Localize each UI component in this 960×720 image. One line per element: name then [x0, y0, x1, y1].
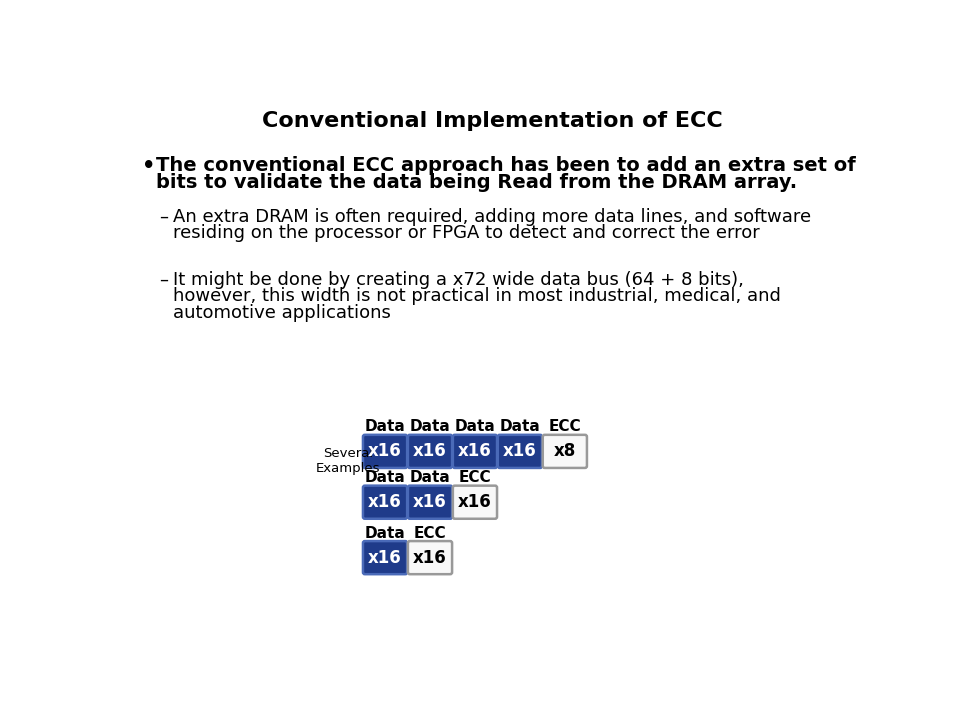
- FancyBboxPatch shape: [363, 486, 407, 518]
- Text: –: –: [158, 208, 168, 226]
- FancyBboxPatch shape: [453, 486, 497, 518]
- Text: ECC: ECC: [459, 470, 492, 485]
- FancyBboxPatch shape: [408, 486, 452, 518]
- FancyBboxPatch shape: [542, 435, 587, 468]
- Text: x16: x16: [413, 493, 446, 511]
- Text: It might be done by creating a x72 wide data bus (64 + 8 bits),: It might be done by creating a x72 wide …: [173, 271, 744, 289]
- FancyBboxPatch shape: [408, 541, 452, 574]
- Text: Data: Data: [410, 420, 450, 434]
- FancyBboxPatch shape: [498, 435, 542, 468]
- FancyBboxPatch shape: [363, 541, 407, 574]
- Text: x8: x8: [554, 442, 576, 460]
- Text: x16: x16: [413, 442, 446, 460]
- Text: Data: Data: [365, 470, 405, 485]
- Text: The conventional ECC approach has been to add an extra set of: The conventional ECC approach has been t…: [156, 156, 855, 175]
- Text: •: •: [142, 156, 156, 176]
- Text: Several
Examples: Several Examples: [316, 447, 380, 475]
- Text: ECC: ECC: [414, 526, 446, 541]
- Text: residing on the processor or FPGA to detect and correct the error: residing on the processor or FPGA to det…: [173, 224, 759, 242]
- Text: bits to validate the data being Read from the DRAM array.: bits to validate the data being Read fro…: [156, 174, 797, 192]
- Text: x16: x16: [369, 549, 402, 567]
- Text: Data: Data: [365, 526, 405, 541]
- Text: Data: Data: [410, 470, 450, 485]
- Text: x16: x16: [369, 442, 402, 460]
- Text: automotive applications: automotive applications: [173, 304, 391, 322]
- Text: x16: x16: [413, 549, 446, 567]
- Text: Data: Data: [365, 420, 405, 434]
- Text: –: –: [158, 271, 168, 289]
- FancyBboxPatch shape: [453, 435, 497, 468]
- Text: Data: Data: [499, 420, 540, 434]
- FancyBboxPatch shape: [363, 435, 407, 468]
- Text: An extra DRAM is often required, adding more data lines, and software: An extra DRAM is often required, adding …: [173, 208, 811, 226]
- Text: x16: x16: [369, 493, 402, 511]
- Text: x16: x16: [458, 442, 492, 460]
- Text: Conventional Implementation of ECC: Conventional Implementation of ECC: [262, 111, 722, 131]
- Text: x16: x16: [503, 442, 537, 460]
- Text: x16: x16: [458, 493, 492, 511]
- Text: ECC: ECC: [548, 420, 581, 434]
- FancyBboxPatch shape: [408, 435, 452, 468]
- Text: however, this width is not practical in most industrial, medical, and: however, this width is not practical in …: [173, 287, 780, 305]
- Text: Data: Data: [455, 420, 495, 434]
